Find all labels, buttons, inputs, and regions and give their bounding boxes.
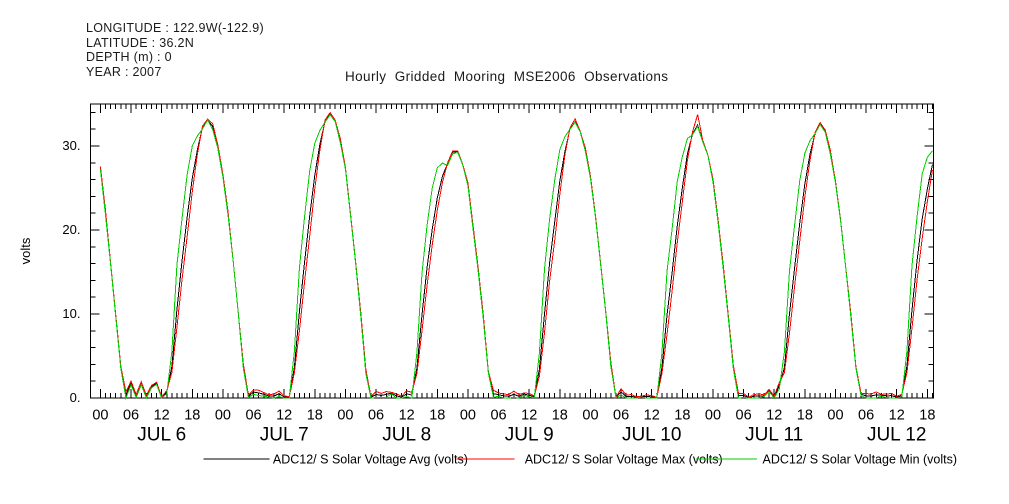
svg-text:18: 18 [797,408,813,424]
svg-text:JUL 9: JUL 9 [505,425,554,446]
svg-text:18: 18 [552,408,568,424]
svg-text:00: 00 [215,408,231,424]
svg-text:06: 06 [245,408,261,424]
svg-text:JUL 10: JUL 10 [622,425,682,446]
svg-text:06: 06 [368,408,384,424]
svg-text:06: 06 [613,408,629,424]
svg-text:18: 18 [919,408,935,424]
svg-text:00: 00 [827,408,843,424]
svg-text:00: 00 [92,408,108,424]
svg-text:00: 00 [705,408,721,424]
svg-text:12: 12 [399,408,415,424]
svg-text:18: 18 [429,408,445,424]
svg-text:JUL 12: JUL 12 [867,425,927,446]
svg-text:12: 12 [276,408,292,424]
svg-text:12: 12 [154,408,170,424]
svg-text:30.: 30. [62,138,80,153]
svg-text:JUL 6: JUL 6 [137,425,186,446]
svg-text:12: 12 [521,408,537,424]
svg-text:12: 12 [889,408,905,424]
svg-text:12: 12 [644,408,660,424]
svg-text:00: 00 [337,408,353,424]
svg-text:volts: volts [18,237,33,264]
svg-text:18: 18 [184,408,200,424]
svg-text:ADC12/ S Solar Voltage Avg (vo: ADC12/ S Solar Voltage Avg (volts) [273,452,468,466]
svg-text:JUL 11: JUL 11 [745,425,803,446]
svg-text:12: 12 [766,408,782,424]
svg-text:18: 18 [674,408,690,424]
svg-text:JUL 7: JUL 7 [260,425,309,446]
svg-text:00: 00 [460,408,476,424]
svg-text:ADC12/ S Solar Voltage Max (vo: ADC12/ S Solar Voltage Max (volts) [525,452,723,466]
svg-text:06: 06 [123,408,139,424]
svg-text:0.: 0. [70,390,81,405]
svg-text:18: 18 [307,408,323,424]
svg-text:00: 00 [582,408,598,424]
svg-text:20.: 20. [62,222,80,237]
svg-text:06: 06 [490,408,506,424]
svg-text:ADC12/ S Solar Voltage Min (vo: ADC12/ S Solar Voltage Min (volts) [763,452,958,466]
svg-text:10.: 10. [62,306,80,321]
svg-text:JUL 8: JUL 8 [382,425,431,446]
svg-text:06: 06 [858,408,874,424]
svg-text:06: 06 [736,408,752,424]
